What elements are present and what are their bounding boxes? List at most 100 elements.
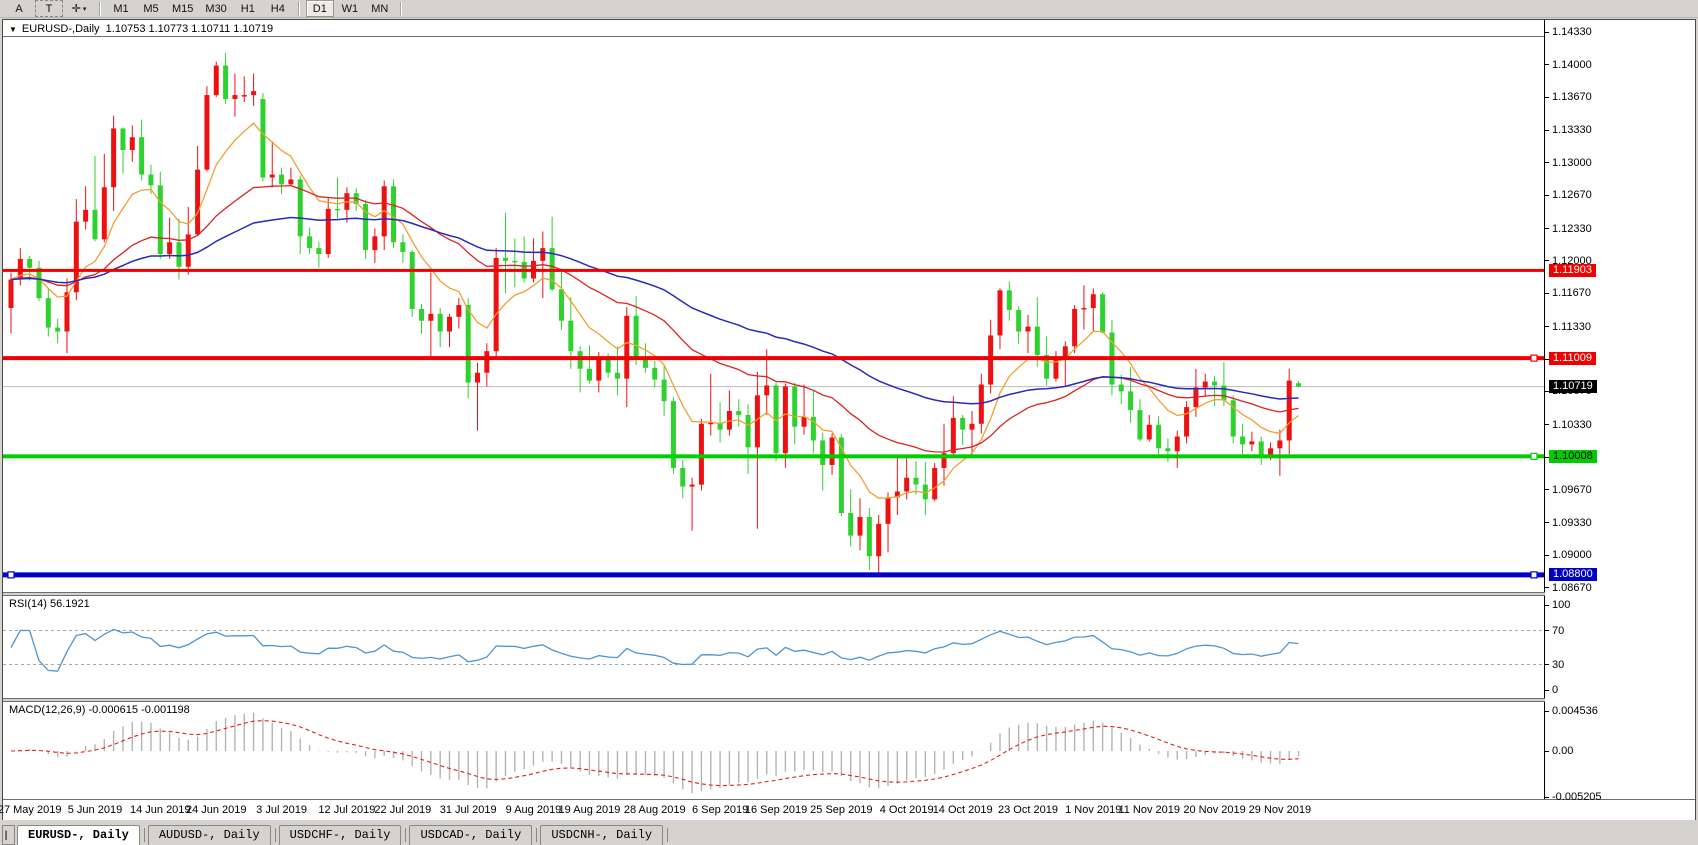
- candle-body: [8, 279, 14, 308]
- candle-body: [1081, 307, 1087, 310]
- candle-body: [1249, 441, 1255, 445]
- candle-body: [83, 209, 89, 222]
- support-blue-handle[interactable]: [7, 571, 15, 579]
- timeframe-d1-button[interactable]: D1: [305, 0, 334, 17]
- date-tick-label: 27 May 2019: [0, 804, 62, 816]
- date-tick-label: 14 Jun 2019: [129, 804, 191, 816]
- candle-body: [773, 385, 779, 454]
- axis-tick-label: 100: [1545, 599, 1570, 612]
- timeframe-h1-button[interactable]: H1: [240, 2, 255, 15]
- resistance-lower-price-chip: 1.11009: [1549, 351, 1596, 365]
- macd-signal-line: [10, 720, 1299, 787]
- candle-body: [372, 236, 378, 251]
- date-tick-label: 12 Jul 2019: [318, 804, 376, 816]
- crosshair-tool-button[interactable]: ✛ ▾: [71, 3, 87, 15]
- chart-symbol-label: EURUSD-,Daily: [21, 23, 100, 35]
- tab-eurusd-daily[interactable]: EURUSD-, Daily: [17, 825, 140, 845]
- candle-body: [241, 95, 247, 97]
- candle-body: [297, 179, 303, 237]
- candle-body: [922, 484, 928, 500]
- timeframe-m1-button[interactable]: M1: [113, 2, 129, 15]
- resistance-lower-line[interactable]: [3, 356, 1544, 361]
- resistance-upper-line[interactable]: [3, 268, 1544, 272]
- macd-chart[interactable]: [3, 702, 1544, 799]
- support-green-line[interactable]: [3, 454, 1544, 459]
- timeframe-w1-button[interactable]: W1: [341, 2, 359, 15]
- tab-audusd-daily[interactable]: AUDUSD-, Daily: [147, 825, 271, 845]
- tab-usdcnh-daily[interactable]: USDCNH-, Daily: [540, 825, 664, 845]
- chevron-down-icon[interactable]: ▼: [9, 25, 17, 34]
- chart-ohlc-readout: 1.10753 1.10773 1.10711 1.10719: [105, 23, 274, 35]
- candle-body: [1156, 424, 1162, 449]
- pane-splitter[interactable]: [3, 592, 1695, 596]
- tick-mark: [1545, 129, 1549, 131]
- candle-body: [969, 423, 975, 430]
- candle-body: [904, 477, 910, 492]
- axis-tick-label: 1.11670: [1545, 287, 1591, 300]
- candle-body: [1184, 407, 1190, 437]
- tab-separator: [536, 828, 538, 842]
- tick-mark: [1545, 228, 1549, 230]
- macd-pane[interactable]: MACD(12,26,9) -0.000615 -0.001198: [3, 702, 1544, 799]
- rsi-pane[interactable]: RSI(14) 56.1921: [3, 596, 1544, 698]
- candle-body: [558, 289, 564, 321]
- candle-body: [689, 484, 695, 487]
- pane-splitter-2[interactable]: [3, 698, 1695, 702]
- candle-body: [502, 257, 508, 261]
- cursor-tool-button[interactable]: A: [15, 2, 23, 15]
- date-tick-label: 19 Aug 2019: [558, 804, 621, 816]
- candle-body: [960, 417, 966, 430]
- timeframe-m5-button[interactable]: M5: [143, 2, 159, 15]
- date-tick-label: 31 Jul 2019: [439, 804, 497, 816]
- candle-body: [782, 386, 788, 454]
- support-blue-handle[interactable]: [1530, 571, 1538, 579]
- rsi-chart[interactable]: [3, 596, 1544, 698]
- candle-body: [157, 185, 163, 255]
- candle-body: [661, 379, 667, 402]
- support-blue-line[interactable]: [3, 572, 1544, 578]
- price-axis: 1.14330 1.14000 1.13670 1.13330 1.13000 1.126…: [1545, 20, 1695, 803]
- candle-body: [363, 203, 369, 251]
- axis-tick-label: 1.13330: [1545, 124, 1592, 137]
- candle-body: [1128, 391, 1134, 411]
- axis-tick-label: 1.09670: [1545, 484, 1592, 497]
- tick-mark: [1545, 194, 1549, 196]
- candle-body: [279, 174, 285, 185]
- symbol-list-icon[interactable]: ▎: [2, 825, 15, 845]
- text-tool-button[interactable]: T: [35, 0, 63, 17]
- resistance-lower-handle[interactable]: [1530, 354, 1538, 362]
- candle-body: [185, 234, 191, 267]
- ma-fast-line: [10, 122, 1299, 499]
- candle-body: [465, 305, 471, 383]
- rsi-label: RSI(14) 56.1921: [9, 598, 90, 610]
- candle-body: [456, 305, 462, 317]
- tab-usdcad-daily[interactable]: USDCAD-, Daily: [409, 825, 533, 845]
- axis-tick-label: -0.005205: [1545, 791, 1602, 804]
- candle-body: [27, 258, 33, 268]
- price-pane[interactable]: [3, 20, 1544, 592]
- timeframe-m30-button[interactable]: M30: [205, 2, 227, 15]
- candle-body: [1268, 448, 1274, 458]
- date-tick-label: 22 Jul 2019: [374, 804, 432, 816]
- support-green-handle[interactable]: [1530, 452, 1538, 460]
- date-tick-label: 23 Oct 2019: [998, 804, 1058, 816]
- chevron-down-icon[interactable]: ▾: [82, 5, 87, 13]
- axis-tick-label: 1.13670: [1545, 91, 1592, 104]
- timeframe-h4-button[interactable]: H4: [270, 2, 285, 15]
- candle-body: [64, 292, 70, 332]
- candle-body: [400, 242, 406, 253]
- candle-body: [820, 440, 826, 465]
- tick-mark: [1545, 489, 1549, 491]
- axis-tick-label: 0.00: [1545, 745, 1573, 758]
- candle-body: [447, 316, 453, 332]
- candlestick-chart[interactable]: [3, 20, 1544, 592]
- timeframe-mn-button[interactable]: MN: [371, 2, 389, 15]
- tick-mark: [1545, 689, 1549, 691]
- support-green-price-chip: 1.10008: [1549, 449, 1597, 463]
- tab-usdchf-daily[interactable]: USDCHF-, Daily: [278, 825, 402, 845]
- candle-body: [754, 395, 760, 448]
- candle-body: [596, 359, 602, 381]
- candle-body: [586, 368, 592, 381]
- candle-body: [848, 513, 854, 536]
- timeframe-m15-button[interactable]: M15: [172, 2, 194, 15]
